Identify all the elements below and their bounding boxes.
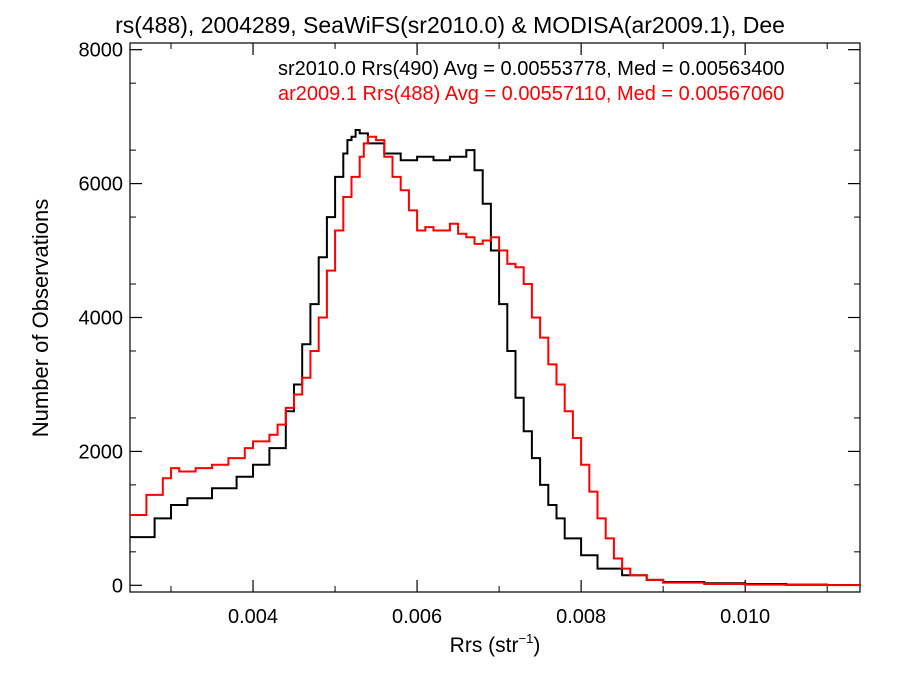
- x-axis-label-close: ): [533, 634, 540, 657]
- x-axis-label-main: Rrs (str: [450, 634, 519, 657]
- x-tick-label: 0.008: [556, 606, 606, 628]
- y-tick-label: 8000: [79, 40, 124, 62]
- y-tick-label: 4000: [79, 308, 124, 330]
- x-axis: 0.004 0.006 0.008 0.010: [170, 43, 828, 628]
- y-axis: 0 2000 4000 6000 8000: [79, 40, 860, 597]
- y-tick-label: 0: [112, 575, 123, 597]
- y-tick-label: 2000: [79, 441, 124, 463]
- y-axis-label: Number of Observations: [28, 199, 53, 437]
- series-lines: [130, 129, 861, 587]
- x-tick-label: 0.010: [720, 606, 770, 628]
- y-tick-label: 6000: [79, 174, 124, 196]
- series-line-1: [130, 135, 861, 587]
- legend-entry-sr2010: sr2010.0 Rrs(490) Avg = 0.00553778, Med …: [278, 58, 785, 80]
- plot-frame: [129, 42, 861, 593]
- x-tick-label: 0.004: [228, 606, 278, 628]
- x-axis-label: Rrs (str−1): [450, 631, 541, 657]
- x-tick-label: 0.006: [392, 606, 442, 628]
- legend-entry-ar2009: ar2009.1 Rrs(488) Avg = 0.00557110, Med …: [278, 83, 784, 105]
- x-axis-label-superscript: −1: [519, 631, 534, 646]
- series-line-0: [130, 129, 861, 586]
- chart-title: rs(488), 2004289, SeaWiFS(sr2010.0) & MO…: [115, 12, 785, 38]
